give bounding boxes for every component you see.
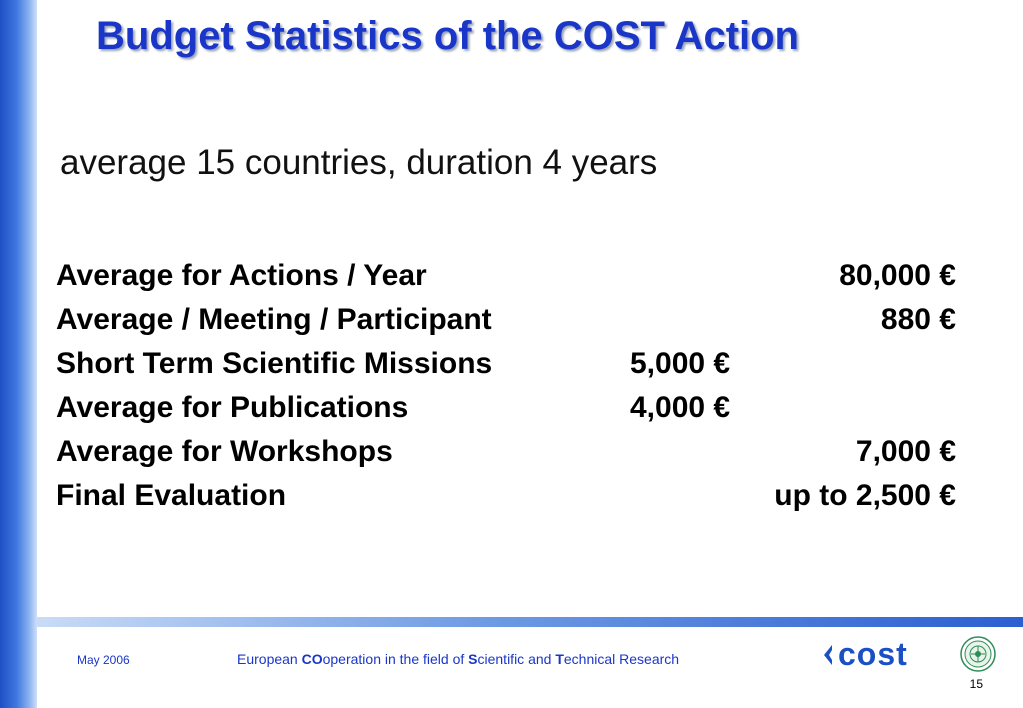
row-label: Final Evaluation [56,479,287,512]
page-number: 15 [969,677,983,691]
row-value: 880 € [880,303,956,336]
row-label: Average / Meeting / Participant [56,303,492,336]
left-accent-bar [0,0,37,708]
row-value: 80,000 € [839,259,956,292]
row-value: 4,000 € [630,391,731,424]
budget-row-publications: Average for Publications 4,000 € [56,391,956,431]
footer-org-part: echnical Research [563,651,680,667]
row-label: Average for Workshops [56,435,393,468]
footer-org-bold: T [555,651,564,667]
row-label: Average for Publications [56,391,409,424]
cost-logo-icon: cost [824,636,908,672]
slide-subtitle: average 15 countries, duration 4 years [60,143,658,182]
seal-emblem-icon [960,636,996,672]
budget-row-meeting-participant: Average / Meeting / Participant 880 € [56,303,956,343]
footer-org-part: cientific and [477,651,556,667]
footer-org-part: operation in the field of [322,651,469,667]
row-value: up to 2,500 € [774,479,956,512]
footer-org-part: European [237,651,302,667]
budget-row-actions-year: Average for Actions / Year 80,000 € [56,259,956,299]
row-value: 5,000 € [630,347,731,380]
footer-organization: European COoperation in the field of Sci… [237,651,679,667]
footer-divider [37,617,1023,627]
budget-row-final-evaluation: Final Evaluation up to 2,500 € [56,479,956,519]
footer-org-bold: CO [301,651,323,667]
row-value: 7,000 € [855,435,956,468]
row-label: Average for Actions / Year [56,259,427,292]
footer-org-bold: S [468,651,478,667]
footer-date: May 2006 [77,653,130,667]
cost-logo-text: cost [838,636,908,672]
budget-row-workshops: Average for Workshops 7,000 € [56,435,956,475]
row-label: Short Term Scientific Missions [56,347,493,380]
budget-row-stsm: Short Term Scientific Missions 5,000 € [56,347,956,387]
slide-title: Budget Statistics of the COST Action [96,14,799,58]
